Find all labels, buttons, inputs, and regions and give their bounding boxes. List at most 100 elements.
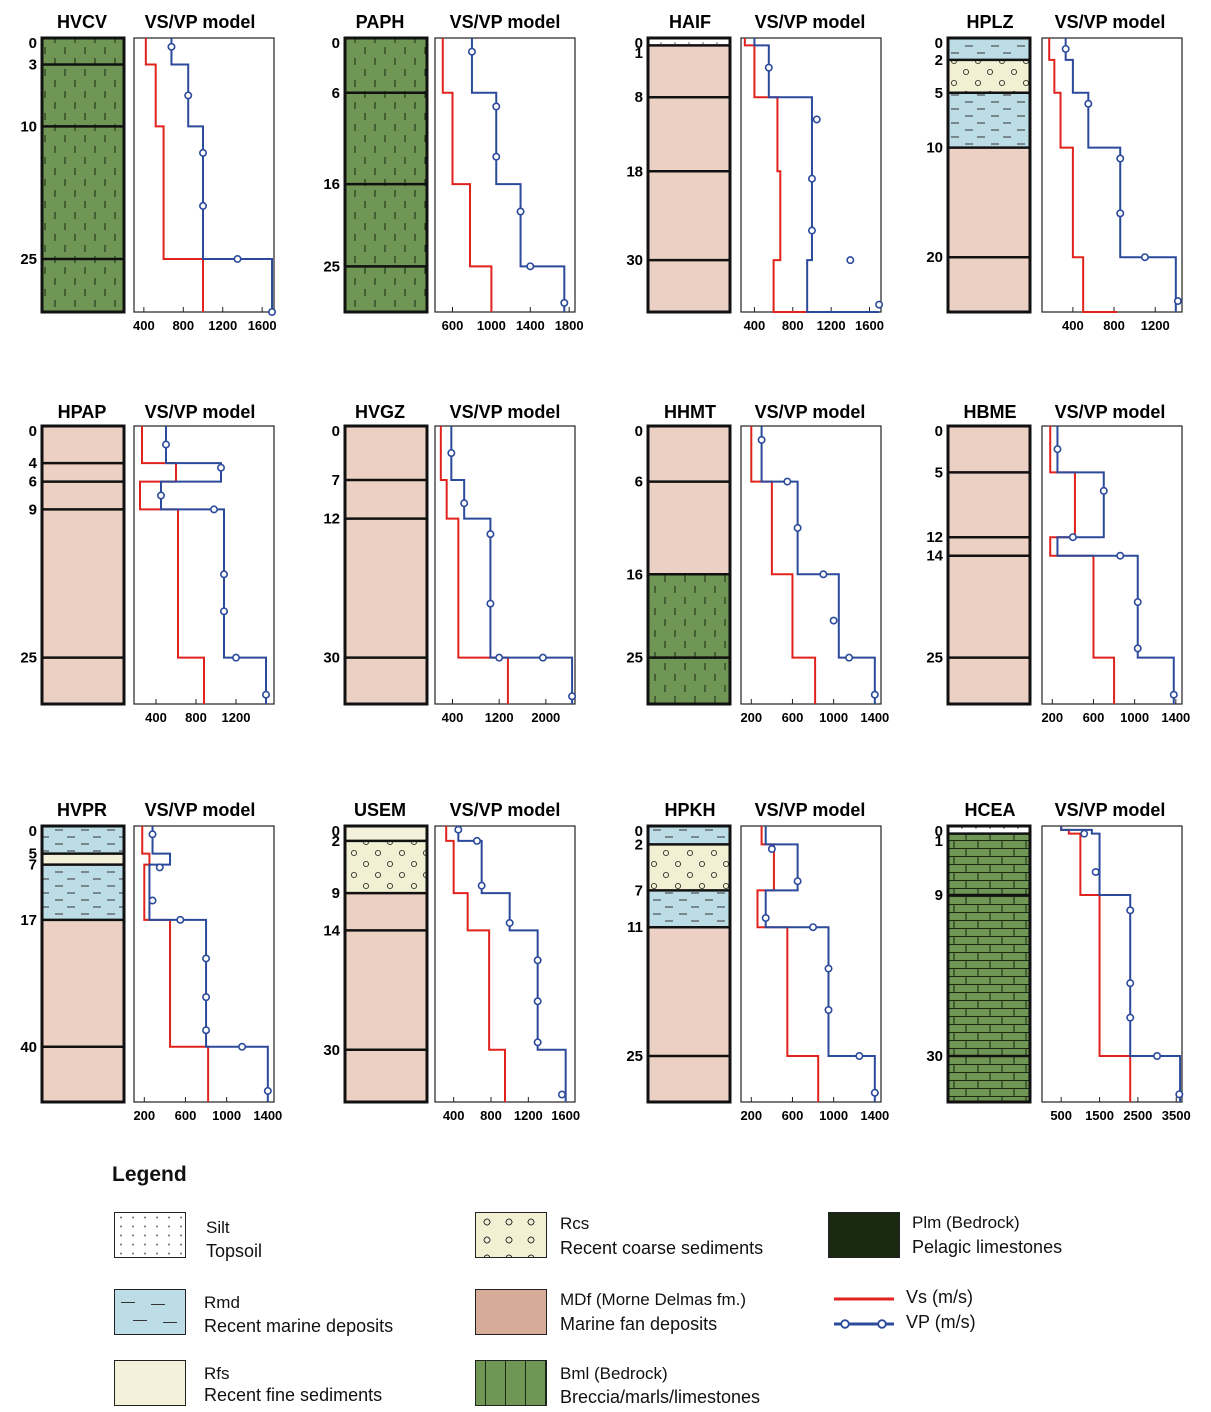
x-tick-label: 1000 — [212, 1108, 241, 1123]
x-tick-label: 1000 — [819, 1108, 848, 1123]
layer-mdf — [648, 927, 730, 1102]
legend-swatch-bml — [475, 1360, 547, 1406]
vp-marker — [1133, 644, 1142, 653]
vp-marker — [870, 690, 879, 699]
legend-description: Marine fan deposits — [560, 1314, 718, 1334]
layer-mdf — [42, 919, 124, 1102]
profile-panel-usem: USEM VS/VP model 02 9 14 30 400 800 1200 1600 — [323, 800, 580, 1123]
vp-series-line — [753, 38, 880, 313]
vp-marker — [1091, 867, 1100, 876]
vp-marker — [819, 570, 828, 579]
x-tick-label: 600 — [782, 1108, 804, 1123]
depth-label: 6 — [332, 85, 340, 102]
legend-description: Recent coarse sediments — [560, 1238, 764, 1258]
vp-marker — [845, 653, 854, 662]
strat-column-frame — [946, 824, 1032, 1104]
depth-label: 30 — [323, 650, 340, 667]
x-tick-label: 1000 — [1120, 710, 1149, 725]
legend-code: Rmd — [204, 1293, 240, 1312]
x-tick-label: 1200 — [485, 710, 514, 725]
x-tick-label: 2000 — [531, 710, 560, 725]
x-tick-label: 800 — [185, 710, 207, 725]
depth-label: 5 — [935, 464, 943, 481]
vp-marker — [157, 491, 166, 500]
depth-label: 0 — [635, 423, 643, 440]
vp-marker — [202, 993, 211, 1002]
profile-panel-hhmt: HHMT VS/VP model 0 6 16 25 200 600 1000 1400 — [626, 402, 889, 725]
legend-vp-marker — [877, 1319, 887, 1329]
x-tick-label: 400 — [145, 710, 167, 725]
depth-label: 5 — [935, 85, 943, 102]
velocity-plot-frame — [133, 825, 275, 1103]
vp-marker — [1133, 598, 1142, 607]
x-tick-label: 1600 — [248, 318, 277, 333]
x-tick-label: 1400 — [516, 318, 545, 333]
x-tick-label: 3500 — [1162, 1108, 1191, 1123]
depth-label: 0 — [935, 823, 943, 840]
x-tick-label: 600 — [1083, 710, 1105, 725]
vp-marker — [855, 1052, 864, 1061]
vp-marker — [477, 881, 486, 890]
depth-label: 0 — [935, 35, 943, 52]
x-tick-label: 800 — [1103, 318, 1125, 333]
vp-marker — [167, 42, 176, 51]
vs-series-line — [445, 826, 506, 1102]
vp-marker — [533, 956, 542, 965]
legend-title: Legend — [112, 1163, 187, 1186]
depth-label: 11 — [627, 919, 643, 936]
depth-label: 16 — [323, 176, 340, 193]
model-title: VS/VP model — [450, 800, 561, 820]
vp-marker — [454, 825, 463, 834]
layer-rfs — [345, 826, 427, 841]
vp-marker — [472, 836, 481, 845]
strat-column-frame — [343, 36, 429, 314]
vp-marker — [807, 226, 816, 235]
depth-label: 3 — [29, 57, 37, 74]
vp-marker — [761, 913, 770, 922]
x-tick-label: 1400 — [1161, 710, 1190, 725]
depth-label: 12 — [323, 511, 340, 528]
layer-silt — [648, 38, 730, 46]
vp-marker — [767, 844, 776, 853]
strat-column-frame — [343, 824, 429, 1104]
vp-marker — [232, 653, 241, 662]
layer-rfs — [42, 853, 124, 865]
depth-label: 25 — [626, 650, 643, 667]
station-title: HPLZ — [967, 12, 1014, 32]
vs-series-line — [441, 38, 493, 312]
vp-series-line — [470, 38, 566, 312]
strat-column-frame — [646, 36, 732, 314]
x-tick-label: 400 — [1062, 318, 1084, 333]
legend-description: Breccia/marls/limestones — [560, 1387, 761, 1407]
depth-label: 0 — [29, 35, 37, 52]
vp-marker — [1126, 979, 1135, 988]
depth-label: 5 — [29, 846, 37, 863]
station-title: HBME — [964, 402, 1017, 422]
vp-series-line — [170, 38, 274, 312]
depth-label: 30 — [626, 252, 643, 269]
vp-marker — [560, 298, 569, 307]
vp-marker — [202, 1026, 211, 1035]
vp-series-line — [1056, 426, 1175, 704]
vp-marker — [492, 152, 501, 161]
depth-label: 25 — [323, 258, 340, 275]
depth-label: 16 — [626, 566, 643, 583]
vp-marker — [495, 653, 504, 662]
vp-marker — [486, 599, 495, 608]
vp-marker — [1140, 253, 1149, 262]
legend-swatch-plm — [828, 1212, 900, 1258]
model-title: VS/VP model — [450, 12, 561, 32]
vp-marker — [1068, 533, 1077, 542]
vp-marker — [526, 262, 535, 271]
vs-series-line — [743, 38, 822, 313]
x-tick-label: 400 — [744, 318, 766, 333]
profile-panel-hvpr: HVPR VS/VP model 0 57 17 40 200 600 1000 1400 — [20, 800, 282, 1123]
x-tick-label: 600 — [175, 1108, 197, 1123]
model-title: VS/VP model — [145, 800, 256, 820]
depth-label: 10 — [20, 118, 37, 135]
legend-swatch-mdf — [475, 1289, 547, 1335]
x-tick-label: 1600 — [855, 318, 884, 333]
x-tick-label: 400 — [133, 318, 155, 333]
legend-description: Pelagic limestones — [912, 1237, 1063, 1257]
velocity-plot-frame — [740, 825, 882, 1103]
